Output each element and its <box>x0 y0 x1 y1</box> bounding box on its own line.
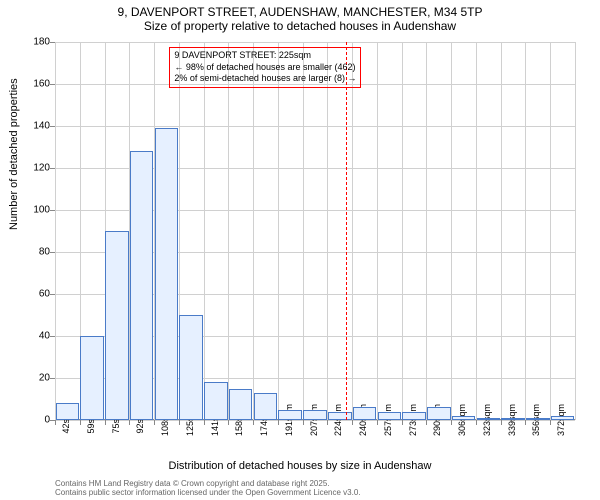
x-tick-mark <box>55 420 56 425</box>
grid-line-vertical <box>377 42 378 420</box>
x-tick-mark <box>451 420 452 425</box>
grid-line-vertical <box>426 42 427 420</box>
x-tick-mark <box>105 420 106 425</box>
x-tick-mark <box>476 420 477 425</box>
histogram-bar <box>477 418 501 420</box>
chart-container: 9, DAVENPORT STREET, AUDENSHAW, MANCHEST… <box>0 0 600 500</box>
x-tick-mark <box>402 420 403 425</box>
grid-line-horizontal <box>55 126 575 127</box>
histogram-bar <box>179 315 203 420</box>
y-tick-label: 60 <box>25 289 55 300</box>
x-tick-mark <box>253 420 254 425</box>
attribution-line-1: Contains HM Land Registry data © Crown c… <box>55 479 361 489</box>
annotation-line: ← 98% of detached houses are smaller (46… <box>174 62 356 74</box>
histogram-bar <box>278 410 302 421</box>
x-tick-mark <box>327 420 328 425</box>
grid-line-vertical <box>204 42 205 420</box>
x-tick-mark <box>80 420 81 425</box>
histogram-bar <box>105 231 129 420</box>
x-tick-mark <box>204 420 205 425</box>
x-tick-label: 224sqm <box>330 404 343 436</box>
histogram-bar <box>328 412 352 420</box>
grid-line-vertical <box>303 42 304 420</box>
x-tick-mark <box>377 420 378 425</box>
grid-line-vertical <box>550 42 551 420</box>
annotation-line: 2% of semi-detached houses are larger (8… <box>174 73 356 85</box>
x-tick-label: 356sqm <box>528 404 541 436</box>
histogram-bar <box>551 416 575 420</box>
y-tick-label: 120 <box>25 163 55 174</box>
grid-line-vertical <box>228 42 229 420</box>
x-tick-mark <box>278 420 279 425</box>
annotation-box: 9 DAVENPORT STREET: 225sqm← 98% of detac… <box>169 47 361 88</box>
grid-line-vertical <box>575 42 576 420</box>
histogram-bar <box>427 407 451 420</box>
x-axis-label: Distribution of detached houses by size … <box>0 460 600 472</box>
histogram-bar <box>80 336 104 420</box>
y-tick-label: 160 <box>25 79 55 90</box>
grid-line-vertical <box>525 42 526 420</box>
grid-line-vertical <box>451 42 452 420</box>
grid-line-vertical <box>55 42 56 420</box>
grid-line-vertical <box>476 42 477 420</box>
marker-line <box>346 42 347 420</box>
y-tick-label: 140 <box>25 121 55 132</box>
histogram-bar <box>526 418 550 420</box>
grid-line-vertical <box>253 42 254 420</box>
histogram-bar <box>155 128 179 420</box>
annotation-line: 9 DAVENPORT STREET: 225sqm <box>174 50 356 62</box>
histogram-bar <box>204 382 228 420</box>
chart-subtitle: Size of property relative to detached ho… <box>0 19 600 33</box>
grid-line-vertical <box>327 42 328 420</box>
histogram-bar <box>402 412 426 420</box>
histogram-bar <box>353 407 377 420</box>
x-tick-mark <box>525 420 526 425</box>
x-tick-mark <box>550 420 551 425</box>
x-tick-mark <box>426 420 427 425</box>
y-tick-label: 80 <box>25 247 55 258</box>
grid-line-vertical <box>278 42 279 420</box>
x-tick-label: 339sqm <box>504 404 517 436</box>
histogram-bar <box>378 412 402 420</box>
x-tick-label: 372sqm <box>553 404 566 436</box>
x-tick-mark <box>154 420 155 425</box>
x-tick-label: 306sqm <box>454 404 467 436</box>
attribution-line-2: Contains public sector information licen… <box>55 488 361 498</box>
x-tick-label: 273sqm <box>405 404 418 436</box>
grid-line-horizontal <box>55 42 575 43</box>
plot-area: 02040608010012014016018042sqm59sqm75sqm9… <box>55 42 575 420</box>
histogram-bar <box>303 410 327 421</box>
x-tick-mark <box>303 420 304 425</box>
x-tick-mark <box>501 420 502 425</box>
y-tick-label: 100 <box>25 205 55 216</box>
histogram-bar <box>254 393 278 420</box>
x-tick-mark <box>352 420 353 425</box>
attribution: Contains HM Land Registry data © Crown c… <box>55 479 361 498</box>
histogram-bar <box>452 416 476 420</box>
chart-title: 9, DAVENPORT STREET, AUDENSHAW, MANCHEST… <box>0 0 600 19</box>
x-tick-label: 323sqm <box>479 404 492 436</box>
x-tick-label: 257sqm <box>380 404 393 436</box>
histogram-bar <box>229 389 253 421</box>
y-axis-label: Number of detached properties <box>8 78 20 230</box>
y-tick-label: 180 <box>25 37 55 48</box>
x-tick-mark <box>129 420 130 425</box>
grid-line-vertical <box>501 42 502 420</box>
grid-line-vertical <box>352 42 353 420</box>
histogram-bar <box>130 151 154 420</box>
x-tick-mark <box>179 420 180 425</box>
y-tick-label: 20 <box>25 373 55 384</box>
y-tick-label: 40 <box>25 331 55 342</box>
x-tick-mark <box>228 420 229 425</box>
y-tick-label: 0 <box>25 415 55 426</box>
histogram-bar <box>56 403 80 420</box>
grid-line-vertical <box>402 42 403 420</box>
histogram-bar <box>501 418 525 420</box>
